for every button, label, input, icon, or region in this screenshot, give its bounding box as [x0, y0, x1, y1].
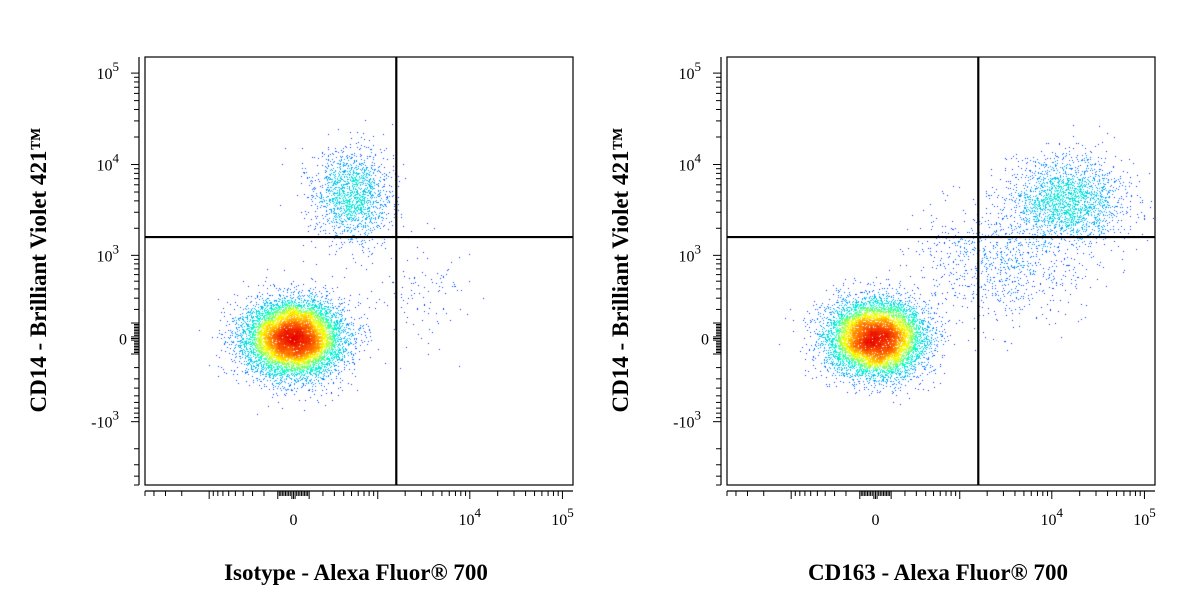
- y-tick-label: 105: [97, 59, 120, 83]
- x-tick-label: 105: [1133, 505, 1156, 529]
- plot-panel-cd163: 0 104 105 105 104 103 0 -103 CD163 - Alexa Fluo…: [608, 56, 1156, 585]
- y-tick-label: -103: [91, 408, 119, 432]
- y-tick-label: -103: [673, 408, 701, 432]
- x-axis-title: Isotype - Alexa Fluor® 700: [224, 560, 488, 585]
- y-axis-title: CD14 - Brilliant Violet 421™: [26, 128, 51, 413]
- density-scatter: [728, 58, 1154, 484]
- x-tick-label: 104: [459, 505, 482, 529]
- y-tick-label: 103: [679, 241, 702, 265]
- y-tick-label: 104: [97, 151, 120, 175]
- y-tick-label: 0: [701, 332, 709, 349]
- axes: 0 104 105 105 104 103 0 -103: [91, 57, 574, 529]
- y-tick-label: 103: [97, 241, 120, 265]
- y-axis-title: CD14 - Brilliant Violet 421™: [608, 128, 633, 413]
- density-scatter: [146, 58, 572, 484]
- x-axis-title: CD163 - Alexa Fluor® 700: [808, 560, 1068, 585]
- x-tick-label: 0: [289, 512, 297, 529]
- x-tick-label: 104: [1041, 505, 1064, 529]
- axes: 0 104 105 105 104 103 0 -103: [673, 57, 1156, 529]
- y-tick-label: 0: [119, 332, 127, 349]
- y-tick-label: 104: [679, 151, 702, 175]
- x-tick-label: 105: [551, 505, 574, 529]
- plot-panel-isotype: 0 104 105 105 104 103 0 -103 Isotype - Alexa Fl…: [26, 56, 574, 585]
- x-tick-label: 0: [871, 512, 879, 529]
- y-tick-label: 105: [679, 59, 702, 83]
